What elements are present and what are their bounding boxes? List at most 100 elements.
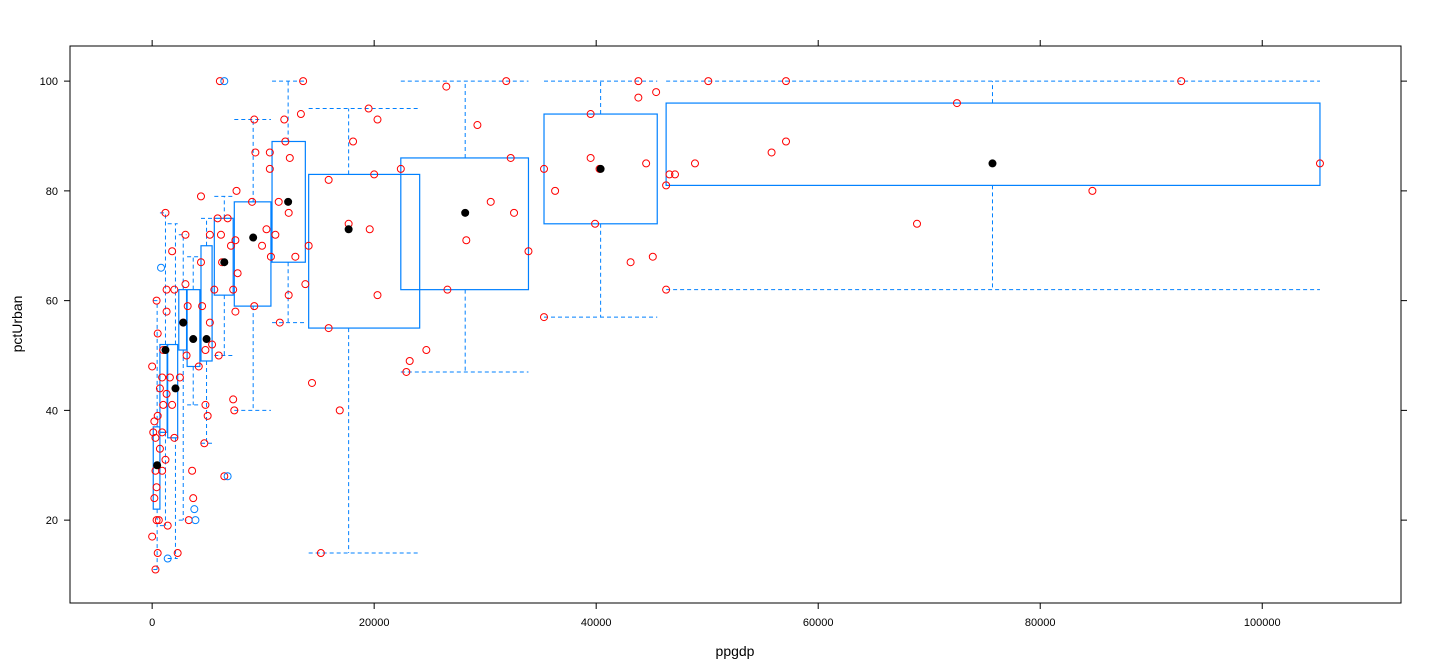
- data-point-21: [626, 258, 635, 267]
- data-point-60: [284, 208, 293, 217]
- box-10: [400, 157, 530, 291]
- data-point-11: [665, 170, 674, 179]
- data-point-55: [301, 280, 310, 289]
- median-dot-6: [220, 258, 229, 267]
- data-point-126: [151, 565, 160, 574]
- data-point-99: [198, 302, 207, 311]
- data-point-3: [634, 77, 643, 86]
- median-dot-3: [179, 318, 188, 327]
- median-dot-12: [988, 159, 997, 168]
- data-point-7: [586, 110, 595, 119]
- data-point-137: [155, 444, 164, 453]
- data-point-22: [662, 285, 671, 294]
- data-point-40: [364, 104, 373, 113]
- data-point-114: [168, 400, 177, 409]
- data-point-53: [296, 110, 305, 119]
- data-point-20: [648, 252, 657, 261]
- data-point-16: [1088, 186, 1097, 195]
- data-point-0: [1177, 77, 1186, 86]
- data-point-18: [913, 219, 921, 228]
- x-tick-label-1: 20000: [359, 617, 390, 629]
- x-tick-label-4: 80000: [1025, 617, 1056, 629]
- median-dot-4: [189, 335, 198, 344]
- data-point-70: [250, 115, 259, 124]
- data-point-9: [642, 159, 651, 168]
- data-point-17: [1315, 159, 1324, 168]
- data-point-88: [213, 214, 222, 223]
- data-point-109: [175, 373, 184, 382]
- data-point-42: [349, 137, 358, 146]
- data-point-19: [591, 219, 600, 228]
- data-point-36: [396, 164, 405, 173]
- data-point-65: [265, 148, 274, 157]
- data-point-115: [170, 433, 179, 442]
- data-point-95: [201, 400, 210, 409]
- data-point-6: [634, 93, 643, 102]
- data-point-37: [405, 356, 414, 365]
- data-point-138: [152, 483, 161, 492]
- median-dot-8: [284, 197, 293, 206]
- data-point-8: [586, 153, 595, 162]
- median-dot-1: [161, 346, 170, 355]
- data-point-30: [506, 153, 515, 162]
- median-dot-10: [461, 208, 470, 217]
- data-point-87: [214, 351, 223, 360]
- data-point-117: [161, 208, 170, 217]
- data-point-131: [148, 362, 157, 371]
- data-point-46: [370, 170, 379, 179]
- data-point-64: [271, 230, 280, 239]
- data-point-61: [284, 291, 293, 300]
- data-point-66: [265, 164, 274, 173]
- x-tick-label-5: 100000: [1244, 617, 1281, 629]
- data-point-1: [782, 77, 791, 86]
- data-point-54: [304, 241, 313, 250]
- data-point-84: [226, 241, 235, 250]
- data-point-10: [690, 159, 699, 168]
- data-point-4: [952, 99, 961, 108]
- data-point-51: [316, 549, 325, 558]
- data-point-32: [510, 208, 519, 217]
- box-12: [665, 102, 1321, 186]
- data-point-101: [183, 302, 192, 311]
- data-point-98: [196, 258, 205, 267]
- data-point-39: [422, 346, 431, 355]
- data-point-121: [158, 428, 167, 437]
- data-point-120: [159, 400, 168, 409]
- x-tick-label-2: 40000: [581, 617, 612, 629]
- data-point-56: [291, 252, 300, 261]
- data-point-128: [150, 494, 159, 503]
- data-point-48: [324, 324, 333, 333]
- points-layer: [148, 77, 1324, 574]
- data-point-133: [153, 329, 162, 338]
- data-point-79: [233, 269, 242, 278]
- data-point-122: [161, 455, 170, 464]
- data-point-94: [201, 346, 210, 355]
- data-point-14: [767, 148, 776, 157]
- data-point-118: [162, 285, 171, 294]
- data-point-2: [704, 77, 713, 86]
- data-point-125: [153, 549, 162, 558]
- data-point-52: [299, 77, 308, 86]
- data-point-59: [280, 115, 289, 124]
- data-point-50: [335, 406, 344, 415]
- x-axis-title: ppgdp: [716, 643, 755, 659]
- outlier-point-2: [190, 505, 199, 514]
- data-point-105: [181, 280, 190, 289]
- data-point-127: [148, 532, 157, 541]
- data-point-119: [162, 307, 171, 316]
- data-point-90: [208, 340, 217, 349]
- data-point-12: [671, 170, 679, 179]
- outlier-point-5: [157, 263, 166, 272]
- data-point-28: [502, 77, 511, 86]
- data-point-25: [551, 186, 560, 195]
- data-point-103: [189, 494, 198, 503]
- outlier-point-4: [163, 554, 172, 563]
- data-point-71: [251, 148, 260, 157]
- data-point-111: [168, 247, 177, 256]
- data-point-106: [181, 230, 190, 239]
- data-point-47: [373, 291, 382, 300]
- data-point-27: [442, 82, 451, 91]
- data-point-31: [486, 197, 495, 206]
- box-9: [308, 173, 421, 329]
- median-dot-7: [249, 233, 258, 242]
